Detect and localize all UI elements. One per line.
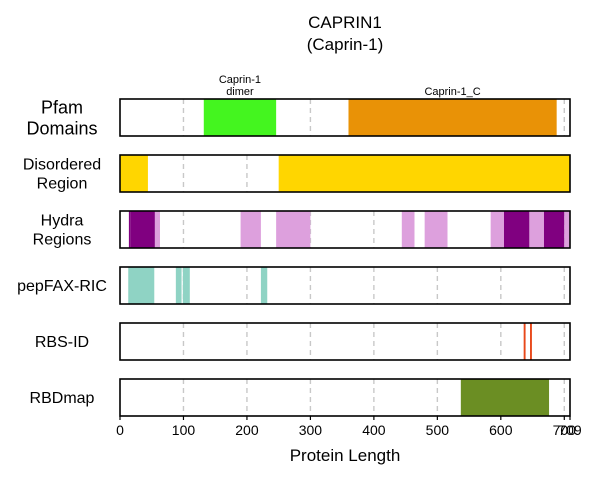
segment-rbsid: [530, 323, 532, 360]
segment-hydra: [276, 211, 311, 248]
track-label-hydra: Regions: [33, 232, 92, 249]
track-border: [119, 322, 571, 361]
chart-title-line1: CAPRIN1: [308, 13, 382, 32]
segment-pepfax: [175, 267, 182, 304]
track-label-rbsid: RBS-ID: [35, 334, 89, 351]
domain-label: dimer: [226, 86, 254, 98]
segment-hydra: [130, 211, 155, 248]
track-hydra: Hydra Regions: [33, 210, 571, 249]
segment-hydra: [154, 211, 160, 248]
x-axis-label: Protein Length: [290, 446, 401, 465]
segment-pfam: [203, 99, 277, 136]
track-background: [120, 267, 570, 304]
track-border: [119, 154, 571, 193]
chart-title-line2: (Caprin-1): [307, 35, 384, 54]
track-border: [119, 210, 571, 249]
segment-hydra: [529, 211, 544, 248]
track-border: [119, 378, 571, 417]
track-label-pfam: Pfam: [41, 97, 83, 117]
x-tick-label: 400: [362, 422, 386, 438]
domain-label: Caprin-1: [219, 74, 261, 86]
segment-disordered: [278, 155, 570, 192]
track-rbsid: RBS-ID: [35, 322, 571, 361]
x-tick-label: 600: [489, 422, 513, 438]
track-label-disordered: Region: [37, 176, 88, 193]
segment-rbdmap: [460, 379, 550, 416]
track-label-pfam: Domains: [26, 118, 97, 138]
x-tick-label: 200: [235, 422, 259, 438]
x-tick-label: 100: [172, 422, 196, 438]
segment-hydra: [240, 211, 261, 248]
x-tick-label: 0: [116, 422, 124, 438]
segment-pepfax: [182, 267, 190, 304]
segment-pepfax: [128, 267, 155, 304]
segment-rbsid: [523, 323, 526, 360]
track-label-pepfax: pepFAX-RIC: [17, 278, 107, 295]
x-tick-label: 500: [426, 422, 450, 438]
segment-hydra: [424, 211, 448, 248]
segment-hydra: [543, 211, 565, 248]
track-pepfax: pepFAX-RIC: [17, 266, 571, 305]
segment-hydra: [401, 211, 415, 248]
segment-pfam: [348, 99, 557, 136]
track-border: [119, 266, 571, 305]
segment-hydra: [490, 211, 504, 248]
track-background: [120, 323, 570, 360]
segment-hydra: [564, 211, 570, 248]
segment-disordered: [120, 155, 148, 192]
track-border: [119, 98, 571, 137]
track-label-rbdmap: RBDmap: [30, 390, 95, 407]
track-label-disordered: Disordered: [23, 157, 101, 174]
segment-hydra: [503, 211, 530, 248]
x-tick-label: 300: [299, 422, 323, 438]
segment-pepfax: [260, 267, 268, 304]
track-disordered: Disordered Region: [23, 154, 571, 193]
domain-label: Caprin-1_C: [424, 86, 480, 98]
segment-hydra: [128, 211, 131, 248]
track-label-hydra: Hydra: [41, 213, 84, 230]
track-rbdmap: RBDmap: [30, 378, 571, 417]
x-tick-label: 700: [553, 422, 577, 438]
x-tick-label: 709: [558, 422, 582, 438]
